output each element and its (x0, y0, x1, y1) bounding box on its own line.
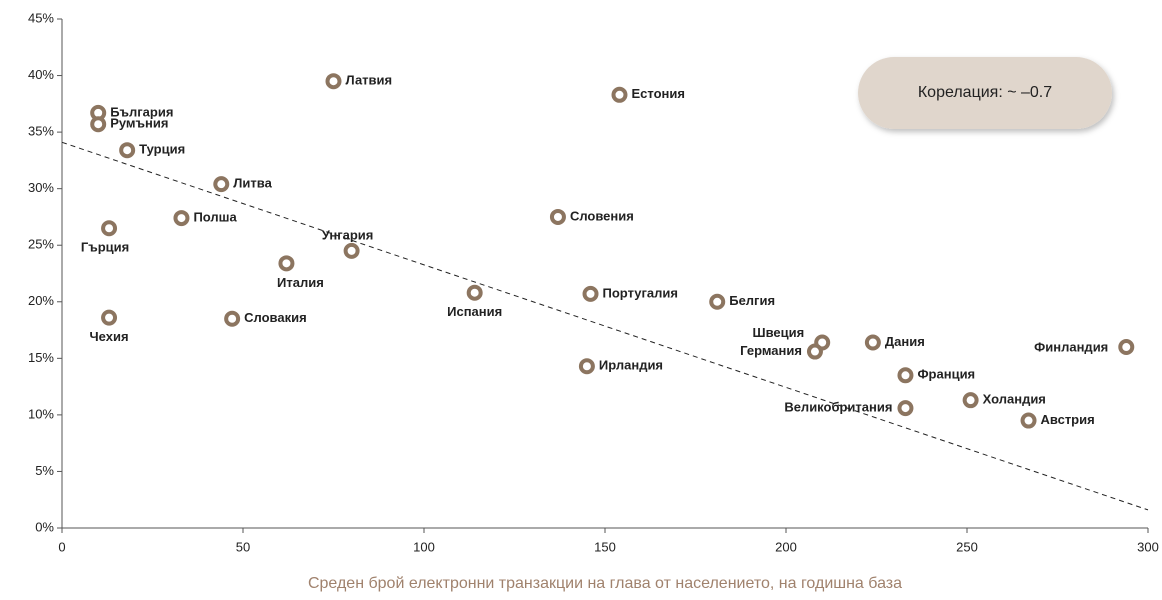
point-label: Австрия (1041, 412, 1095, 427)
point-label: Гърция (81, 240, 129, 255)
annotation-box (858, 57, 1112, 129)
x-tick-label: 150 (594, 539, 616, 554)
point-label: Полша (193, 210, 237, 225)
point (278, 255, 295, 272)
y-tick-label: 30% (28, 180, 54, 195)
point-label: Испания (447, 304, 502, 319)
point-label: Румъния (110, 116, 168, 131)
point (806, 343, 823, 360)
y-tick-label: 0% (35, 519, 54, 534)
x-tick-label: 100 (413, 539, 435, 554)
point (897, 400, 914, 417)
point-label: Швеция (753, 325, 805, 340)
point (549, 208, 566, 225)
y-tick-label: 40% (28, 67, 54, 82)
y-tick-label: 35% (28, 124, 54, 139)
point-label: Финландия (1034, 339, 1108, 354)
point (578, 358, 595, 375)
point (343, 242, 360, 259)
point (101, 220, 118, 237)
point (1118, 339, 1135, 356)
point-label: Чехия (90, 329, 129, 344)
point (119, 142, 136, 159)
point-label: Холандия (983, 392, 1046, 407)
x-tick-label: 50 (236, 539, 250, 554)
point-label: Естония (631, 86, 684, 101)
point-label: Великобритания (784, 400, 892, 415)
point (173, 210, 190, 227)
point-label: Германия (740, 343, 802, 358)
y-tick-label: 10% (28, 406, 54, 421)
point (897, 367, 914, 384)
y-tick-label: 15% (28, 350, 54, 365)
x-tick-label: 0 (58, 539, 65, 554)
point-label: Словакия (244, 310, 307, 325)
y-tick-label: 5% (35, 463, 54, 478)
point (582, 285, 599, 302)
point-label: Латвия (346, 73, 393, 88)
y-tick-label: 20% (28, 293, 54, 308)
point-label: Португалия (603, 285, 678, 300)
x-tick-label: 300 (1137, 539, 1159, 554)
x-tick-label: 250 (956, 539, 978, 554)
point (864, 334, 881, 351)
trend-line (61, 141, 1149, 511)
point (709, 293, 726, 310)
point (611, 86, 628, 103)
point (962, 392, 979, 409)
point-label: Италия (277, 275, 324, 290)
x-axis-label: Среден брой електронни транзакции на гла… (308, 575, 902, 592)
annotation: Корелация: ~ –0.7 (918, 84, 1052, 101)
y-tick-label: 25% (28, 237, 54, 252)
point (224, 310, 241, 327)
point (466, 284, 483, 301)
point-label: Франция (917, 367, 975, 382)
point-label: Белгия (729, 293, 775, 308)
x-tick-label: 200 (775, 539, 797, 554)
point-label: Дания (885, 334, 925, 349)
point-label: България (110, 104, 173, 119)
point (325, 73, 342, 90)
point-label: Ирландия (599, 358, 663, 373)
point-label: Унгария (322, 227, 374, 242)
point (90, 116, 107, 133)
point (213, 176, 230, 193)
point-label: Словения (570, 208, 634, 223)
y-tick-label: 45% (28, 10, 54, 25)
point (1020, 412, 1037, 429)
point-label: Турция (139, 142, 185, 157)
point (101, 309, 118, 326)
point-label: Литва (233, 176, 272, 191)
